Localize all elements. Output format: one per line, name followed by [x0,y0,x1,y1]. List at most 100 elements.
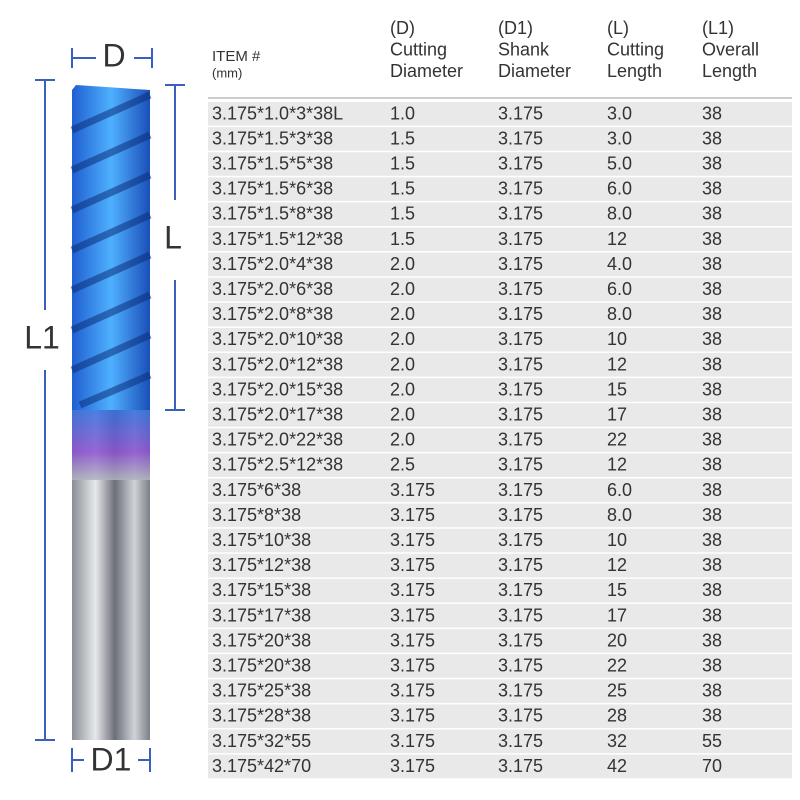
table-cell: 6.0 [607,279,632,299]
table-cell: 10 [607,329,627,349]
row-background [208,453,792,477]
row-background [208,629,792,653]
table-cell: 22 [607,656,627,676]
header-cell: (mm) [212,65,242,80]
table-cell: 3.175 [390,756,435,776]
dim-label: D1 [91,741,132,777]
dimension-lines: D L1 L D1 [24,37,185,777]
row-background [208,428,792,452]
table-cell: 3.175 [498,580,543,600]
table-cell: 3.175*10*38 [212,530,311,550]
table-cell: 3.175 [498,179,543,199]
table-cell: 70 [702,756,722,776]
table-cell: 3.175 [390,681,435,701]
row-background [208,302,792,327]
table-cell: 3.175 [498,304,543,324]
table-cell: 3.175 [498,430,543,450]
table-cell: 3.175 [498,204,543,224]
table-cell: 3.175*25*38 [212,681,311,701]
table-cell: 38 [702,656,722,676]
table-cell: 32 [607,731,627,751]
table-cell: 3.175*12*38 [212,555,311,575]
row-background [208,604,792,628]
table-cell: 12 [607,354,627,374]
row-background [208,327,792,352]
table-cell: 2.0 [390,430,415,450]
table-cell: 3.175*2.0*6*38 [212,279,333,299]
header-cell: Diameter [390,61,463,81]
table-cell: 17 [607,605,627,625]
table-cell: 25 [607,681,627,701]
table-cell: 1.5 [390,128,415,148]
table-cell: 38 [702,204,722,224]
table-cell: 3.175 [498,505,543,525]
table-cell: 38 [702,605,722,625]
table-cell: 3.175*32*55 [212,731,311,751]
row-background [208,102,792,126]
table-cell: 22 [607,430,627,450]
table-cell: 3.175 [498,706,543,726]
table-cell: 3.175*1.5*6*38 [212,179,333,199]
header-cell: (D1) [498,18,533,38]
table-cell: 3.175 [498,681,543,701]
row-background [208,578,792,603]
table-cell: 8.0 [607,505,632,525]
header-cell: Cutting [390,39,447,59]
table-cell: 28 [607,706,627,726]
spec-table: ITEM #(mm)(D)CuttingDiameter(D1)ShankDia… [208,18,792,779]
table-cell: 1.5 [390,229,415,249]
table-cell: 38 [702,430,722,450]
header-cell: (L) [607,18,629,38]
row-background [208,403,792,427]
table-cell: 3.175 [498,154,543,174]
table-cell: 3.175 [390,505,435,525]
table-cell: 3.175 [498,756,543,776]
table-cell: 3.175*20*38 [212,656,311,676]
table-cell: 38 [702,455,722,475]
table-cell: 12 [607,455,627,475]
table-cell: 3.175 [390,580,435,600]
table-cell: 3.175*1.0*3*38L [212,103,343,123]
table-cell: 3.175 [390,480,435,500]
row-background [208,177,792,201]
table-cell: 38 [702,555,722,575]
table-cell: 3.175 [498,229,543,249]
table-cell: 6.0 [607,480,632,500]
row-background [208,152,792,176]
table-cell: 2.0 [390,279,415,299]
table-cell: 3.175*28*38 [212,706,311,726]
table-cell: 3.175*2.0*12*38 [212,354,343,374]
table-cell: 3.175*1.5*5*38 [212,154,333,174]
row-background [208,754,792,779]
table-cell: 12 [607,229,627,249]
table-cell: 10 [607,530,627,550]
table-cell: 2.0 [390,379,415,399]
table-cell: 3.175 [498,354,543,374]
row-background [208,704,792,728]
table-cell: 4.0 [607,254,632,274]
table-cell: 3.0 [607,103,632,123]
table-cell: 3.175*20*38 [212,630,311,650]
table-cell: 38 [702,405,722,425]
table-cell: 3.175*42*70 [212,756,311,776]
header-cell: Length [607,61,662,81]
row-background [208,202,792,226]
table-cell: 3.175 [390,656,435,676]
table-cell: 3.175*1.5*3*38 [212,128,333,148]
header-cell: (L1) [702,18,734,38]
table-cell: 3.175 [498,480,543,500]
table-cell: 3.175 [498,254,543,274]
table-cell: 6.0 [607,179,632,199]
table-cell: 3.175 [498,455,543,475]
row-background [208,277,792,302]
table-cell: 38 [702,379,722,399]
table-cell: 1.5 [390,154,415,174]
header-cell: Overall [702,39,759,59]
table-cell: 55 [702,731,722,751]
row-background [208,378,792,402]
row-background [208,127,792,151]
table-cell: 3.175 [390,706,435,726]
table-cell: 38 [702,681,722,701]
table-cell: 38 [702,530,722,550]
